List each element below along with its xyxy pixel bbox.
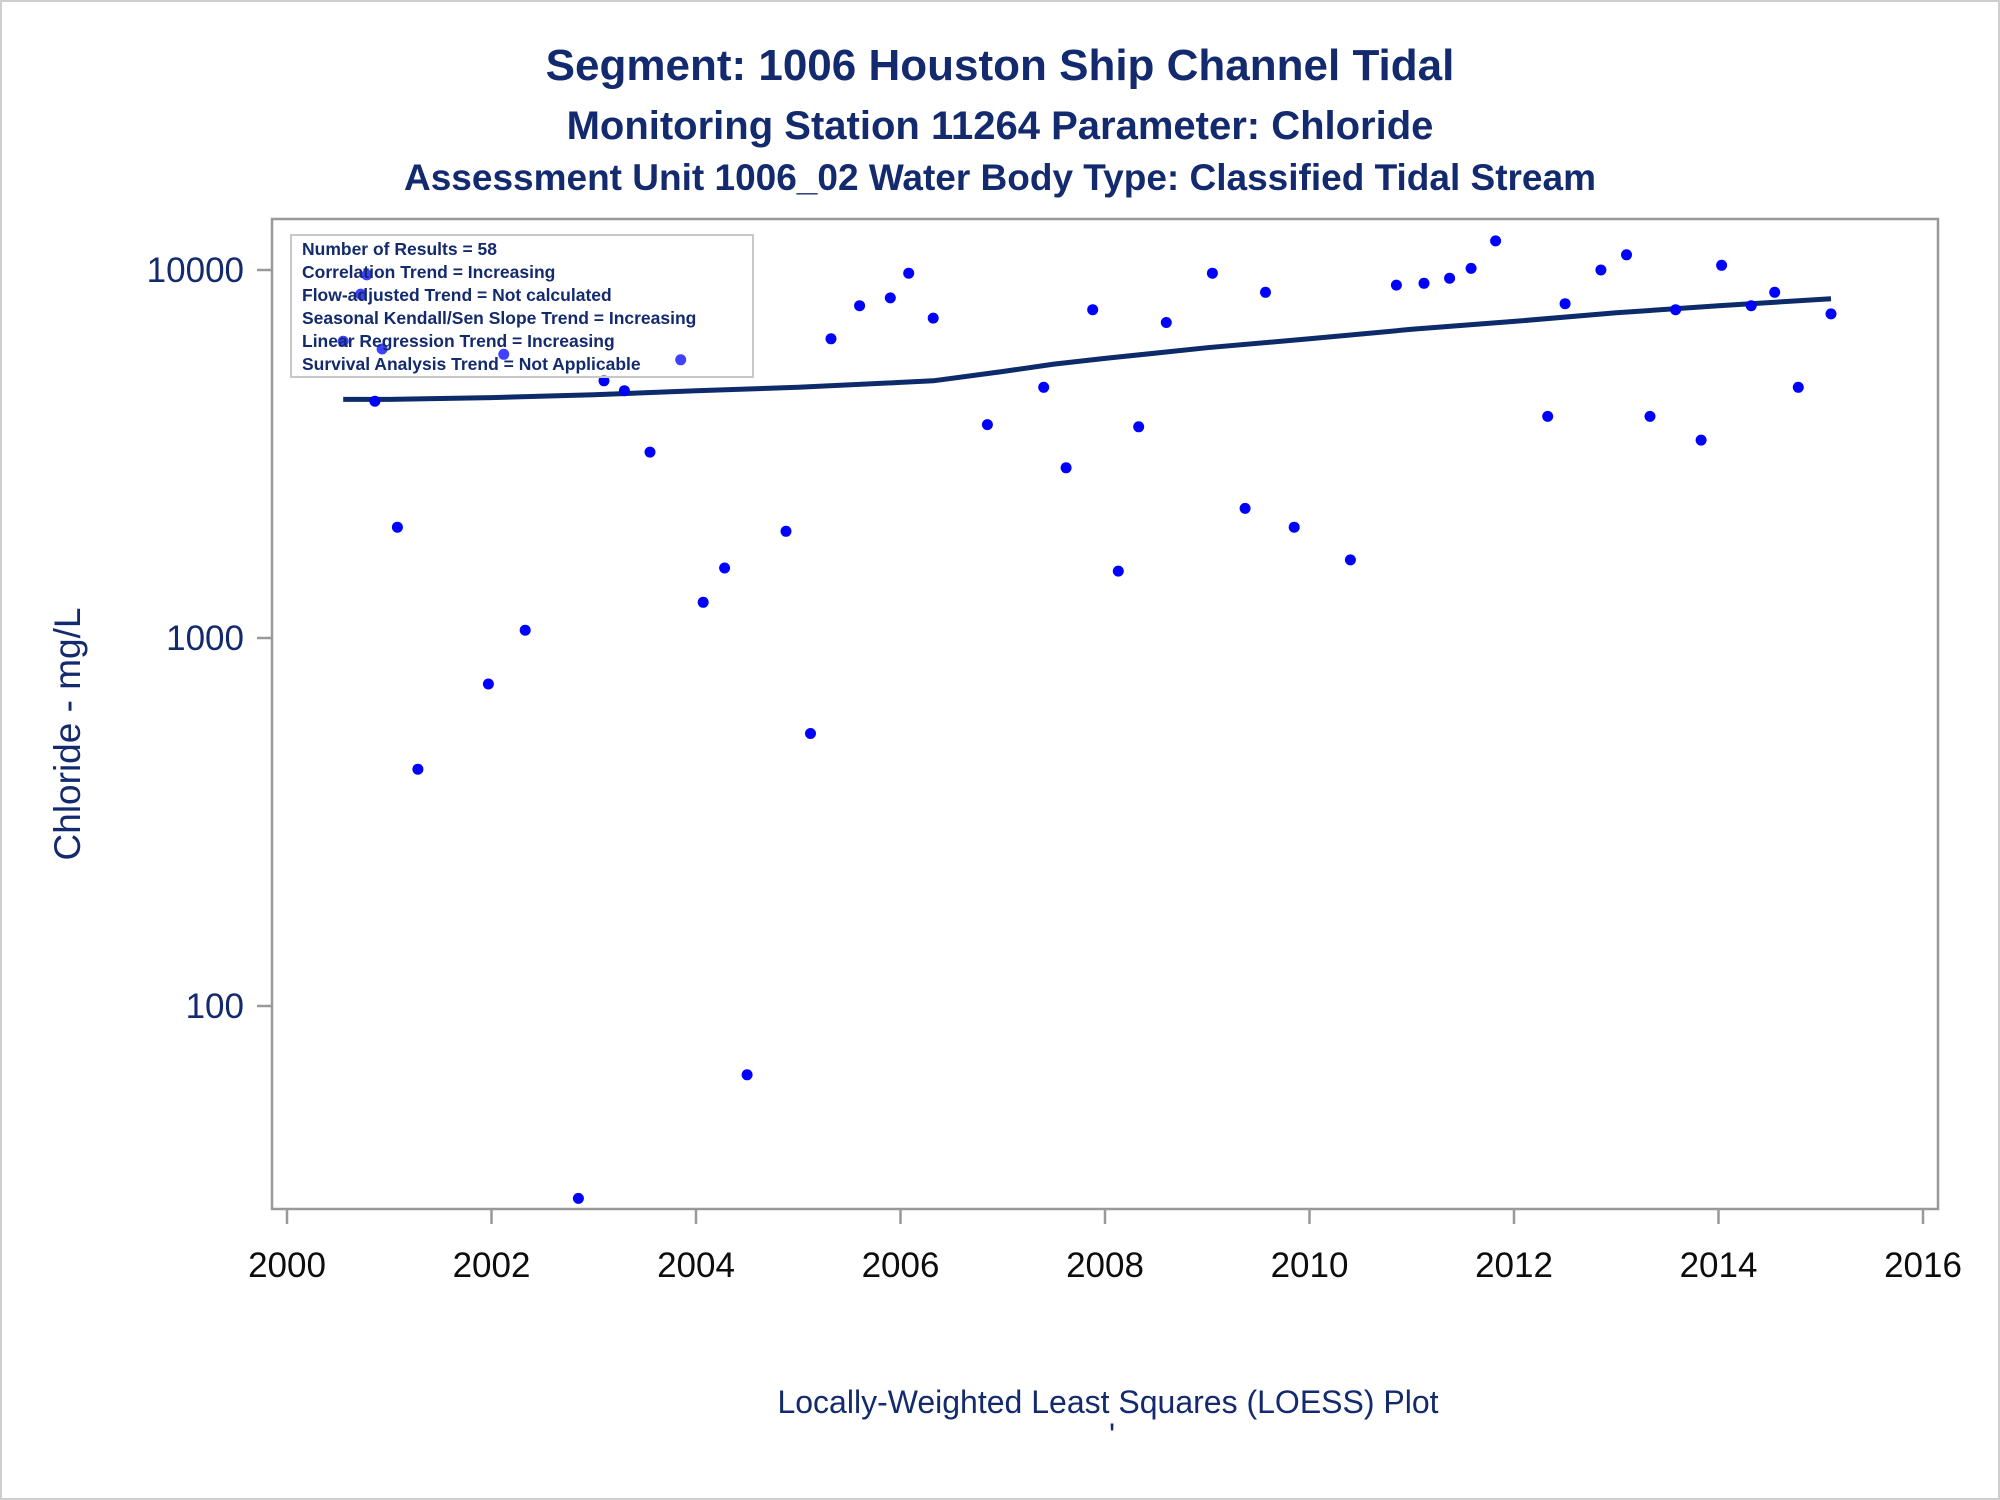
x-tick-label: 2008 — [1066, 1246, 1144, 1285]
data-point — [391, 521, 403, 533]
footnote-mark: ' — [1109, 1417, 1115, 1453]
data-point — [337, 335, 349, 347]
data-point — [1444, 272, 1456, 284]
y-axis-title: Chloride - mg/L — [47, 608, 88, 861]
data-points — [337, 235, 1837, 1204]
stats-seasonal-kendall-trend: Seasonal Kendall/Sen Slope Trend = Incre… — [302, 308, 696, 328]
data-point — [618, 385, 630, 397]
y-tick-label: 1000 — [166, 619, 244, 658]
data-point — [1825, 308, 1837, 320]
data-point — [519, 624, 531, 636]
x-tick-label: 2002 — [453, 1246, 531, 1285]
data-point — [1260, 286, 1271, 298]
x-tick-label: 2014 — [1680, 1246, 1758, 1285]
data-point — [1670, 304, 1682, 316]
x-axis: 2000 2002 2004 2006 2008 2010 2012 2014 2016 — [248, 1209, 1962, 1285]
data-point — [482, 678, 494, 690]
data-point — [1390, 279, 1402, 291]
data-point — [1160, 317, 1172, 328]
data-point — [376, 343, 388, 355]
x-tick-label: 2010 — [1271, 1246, 1349, 1285]
data-point — [1060, 462, 1072, 474]
data-point — [498, 348, 510, 360]
chart-title: Segment: 1006 Houston Ship Channel Tidal — [546, 41, 1455, 90]
data-point — [805, 728, 816, 739]
data-point — [1206, 267, 1218, 279]
data-point — [1288, 521, 1300, 533]
data-point — [1769, 286, 1781, 298]
stats-number-of-results: Number of Results = 58 — [302, 239, 497, 259]
data-point — [825, 333, 837, 345]
data-point — [598, 375, 610, 387]
data-point — [1490, 235, 1502, 247]
data-point — [884, 292, 896, 304]
y-tick-label: 100 — [186, 987, 244, 1026]
data-point — [927, 312, 939, 324]
stats-box: Number of Results = 58 Correlation Trend… — [290, 234, 754, 378]
data-point — [1621, 249, 1632, 261]
data-point — [412, 763, 424, 775]
data-point — [697, 596, 709, 608]
data-point — [1133, 421, 1145, 433]
data-point — [1695, 434, 1707, 446]
data-point — [644, 446, 656, 458]
data-point — [572, 1192, 584, 1204]
data-point — [741, 1069, 753, 1081]
chart-subtitle-assessment: Assessment Unit 1006_02 Water Body Type:… — [404, 157, 1596, 198]
data-point — [1112, 565, 1124, 577]
data-point — [1038, 381, 1050, 393]
stats-flow-adjusted-trend: Flow-adjusted Trend = Not calculated — [302, 285, 612, 305]
x-tick-label: 2000 — [248, 1246, 326, 1285]
plot-footnote: Locally-Weighted Least Squares (LOESS) P… — [777, 1384, 1438, 1420]
data-point — [369, 395, 381, 407]
stats-survival-analysis-trend: Survival Analysis Trend = Not Applicable — [302, 354, 641, 374]
data-point — [1745, 300, 1757, 312]
x-tick-label: 2004 — [657, 1246, 735, 1285]
data-point — [780, 525, 792, 537]
data-point — [1344, 554, 1356, 566]
data-point — [1239, 502, 1251, 514]
data-point — [1792, 381, 1804, 393]
stats-correlation-trend: Correlation Trend = Increasing — [302, 262, 555, 282]
data-point — [1465, 262, 1477, 274]
data-point — [1418, 277, 1430, 289]
data-point — [1559, 298, 1571, 310]
data-point — [981, 419, 993, 431]
data-point — [361, 269, 373, 281]
chart-subtitle-station: Monitoring Station 11264 Parameter: Chlo… — [567, 104, 1434, 148]
stats-linear-regression-trend: Linear Regression Trend = Increasing — [302, 331, 615, 351]
stats-box-border — [290, 234, 754, 378]
y-axis: 100 1000 10000 — [147, 251, 272, 1026]
x-tick-label: 2012 — [1475, 1246, 1553, 1285]
data-point — [1087, 304, 1099, 316]
data-point — [854, 300, 866, 312]
data-point — [719, 562, 731, 574]
x-tick-label: 2006 — [862, 1246, 940, 1285]
data-point — [1542, 410, 1554, 422]
y-tick-label: 10000 — [147, 251, 244, 290]
data-point — [1644, 410, 1656, 422]
data-point — [675, 354, 687, 366]
data-point — [1595, 264, 1607, 276]
x-tick-label: 2016 — [1884, 1246, 1962, 1285]
loess-trend-line — [343, 296, 1832, 402]
data-point — [903, 267, 915, 279]
data-point — [355, 288, 367, 300]
data-point — [1716, 259, 1728, 271]
loess-curve — [343, 296, 1832, 402]
